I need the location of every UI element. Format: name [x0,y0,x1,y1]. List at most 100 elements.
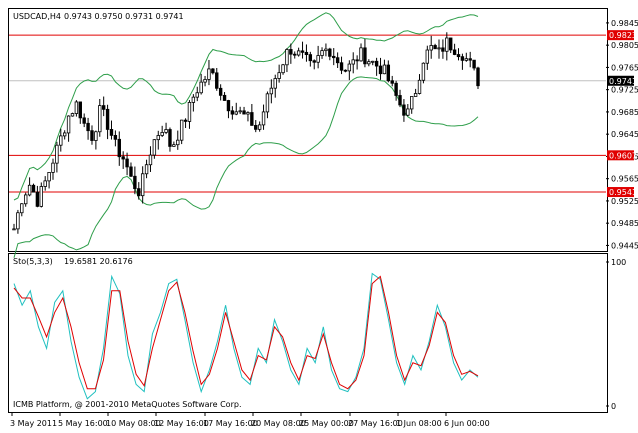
candle-body [355,59,359,62]
candle-body [59,135,63,146]
candle-body [109,129,114,136]
candle-body [199,81,203,94]
candle-body [62,132,67,137]
price-tick-label: 0.9565 [611,175,638,184]
level-label: 0.9541 [609,188,637,197]
candle-body [43,180,47,187]
price-tick-label: 0.9445 [611,241,638,250]
candle-body [94,131,98,141]
time-tick-label: 1 Jun 08:00 [396,419,442,428]
candle-body [211,68,215,74]
candle-body [413,93,418,97]
candle-body [51,162,55,173]
candle-body [16,212,20,230]
candle-body [320,50,324,56]
candle-body [398,95,402,106]
candle-body [207,68,211,80]
candle-body [246,112,250,115]
candle-body [425,49,430,64]
candle-body [300,50,305,53]
candle-body [351,59,355,65]
candle-body [66,115,71,134]
candle-body [82,117,86,124]
candle-body [460,56,465,61]
candle-body [421,62,426,81]
chart-symbol: USDCAD,H4 [13,12,61,21]
candle-body [468,58,472,61]
candle-body [101,105,106,110]
candle-body [410,96,414,110]
candle-body [265,93,270,113]
candle-body [312,60,316,63]
candle-body [402,104,406,116]
price-tick-label: 0.9845 [611,19,638,28]
candle-body [129,166,133,177]
candle-body [31,184,36,193]
candle-body [183,119,188,122]
candle-body [242,110,246,115]
stochastic-main-line [13,272,479,400]
candle-body [137,188,141,197]
candle-body [90,130,94,141]
candle-body [296,50,301,56]
candle-body [176,139,180,146]
time-tick-label: 12 May 16:00 [154,419,209,428]
candle-body [105,108,110,130]
price-tick-label: 0.9645 [611,130,638,139]
candle-body [328,48,332,57]
axis-layer: 0.9845 0.9805 0.9765 0.9725 0.9685 0.9645 0.96… [10,19,638,428]
time-tick-label: 5 May 16:00 [58,419,108,428]
candle-body [55,144,59,164]
candle-body [187,102,192,122]
candle-body [386,64,391,82]
candle-body [215,72,219,89]
candle-body [277,72,281,79]
candle-body [23,194,28,205]
candle-body [281,64,285,74]
candle-body [121,156,125,160]
candle-body [140,173,145,197]
candle-body [335,57,340,64]
time-tick-label: 17 May 16:00 [203,419,258,428]
candle-body [269,87,274,95]
current-price-label-bg [607,75,634,86]
candle-body [172,144,176,147]
candle-body [464,58,469,61]
time-tick-label: 6 Jun 00:00 [444,419,490,428]
indicator-tick-label: 0 [611,402,616,411]
price-tick-label: 0.9685 [611,108,638,117]
candle-body [160,132,164,136]
price-tick-label: 0.9485 [611,219,638,228]
candle-body [148,154,153,166]
candle-body [390,80,394,84]
candle-body [226,100,231,112]
candle-body [347,63,352,72]
candle-body [35,191,40,207]
candle-body [152,139,157,156]
candle-body [86,122,90,132]
candle-body [273,78,277,89]
candle-body [456,54,461,58]
candle-body [47,172,51,182]
indicator-frame [8,253,608,413]
level-label: 0.9823 [609,31,637,40]
time-tick-label: 27 May 16:00 [348,419,403,428]
candle-body [363,47,367,65]
candle-body [293,53,297,56]
candle-body [191,96,196,103]
candle-body [203,79,207,83]
candle-body [417,79,422,94]
candle-body [324,48,328,52]
candle-body [222,94,227,101]
candle-body [261,111,266,126]
price-tick-label: 0.9805 [611,41,638,50]
indicator-name: Sto(5,3,3) [13,257,53,266]
candle-body [20,203,24,214]
candle-body [472,59,476,69]
candle-body [367,61,371,65]
candle-body [437,47,441,50]
indicator-layer [13,272,479,400]
candle-body [12,228,16,231]
candle-body [78,101,82,119]
